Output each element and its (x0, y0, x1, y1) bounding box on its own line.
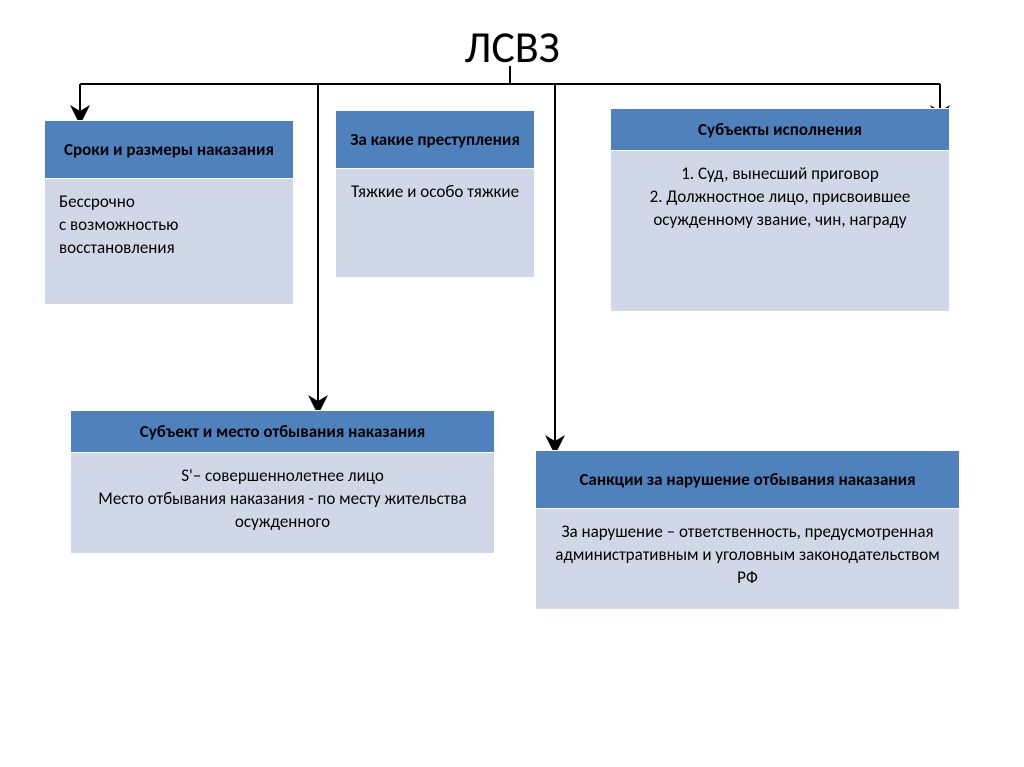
node-terms: Сроки и размеры наказанияБессрочно с воз… (44, 120, 294, 305)
node-subjects-exec: Субъекты исполнения1. Суд, вынесший приг… (610, 108, 950, 312)
node-header: Санкции за нарушение отбывания наказания (536, 451, 959, 509)
diagram-title: ЛСВЗ (0, 20, 1024, 74)
node-header: За какие преступления (336, 111, 534, 169)
node-body: За нарушение – ответственность, предусмо… (536, 509, 959, 609)
node-header: Субъекты исполнения (611, 109, 949, 151)
node-header: Субъект и место отбывания наказания (71, 411, 494, 453)
node-header: Сроки и размеры наказания (45, 121, 293, 179)
node-subject-place: Субъект и место отбывания наказанияS'– с… (70, 410, 495, 554)
node-body: S'– совершеннолетнее лицо Место отбывани… (71, 453, 494, 553)
node-sanctions: Санкции за нарушение отбывания наказания… (535, 450, 960, 610)
node-body: Бессрочно с возможностью восстановления (45, 179, 293, 304)
node-body: 1. Суд, вынесший приговор 2. Должностное… (611, 151, 949, 311)
node-crimes: За какие преступленияТяжкие и особо тяжк… (335, 110, 535, 278)
node-body: Тяжкие и особо тяжкие (336, 169, 534, 277)
